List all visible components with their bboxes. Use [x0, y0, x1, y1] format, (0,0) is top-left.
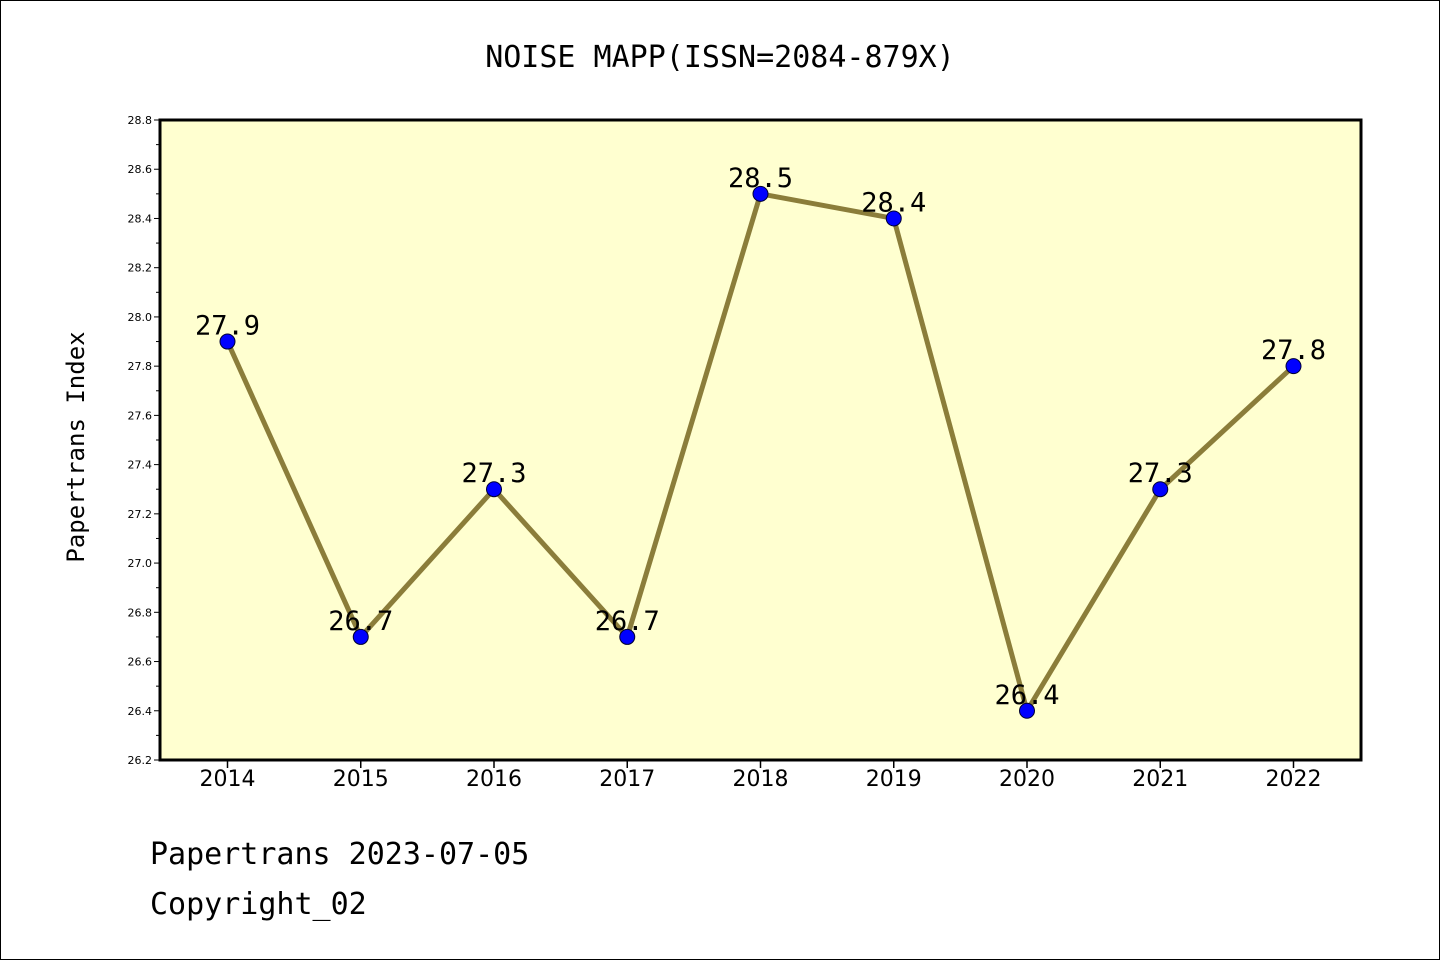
y-tick-label: 27.4: [128, 459, 153, 472]
data-label: 27.8: [1261, 335, 1326, 366]
x-tick-label: 2019: [866, 767, 922, 792]
x-tick-label: 2014: [200, 767, 256, 792]
data-point: [885, 210, 902, 227]
data-point: [352, 628, 369, 645]
x-axis: 2014 2015 2016 2017 2018 2019 2020 2021 2022: [200, 760, 1322, 792]
y-tick-label: 27.0: [128, 557, 153, 570]
y-tick-label: 27.8: [128, 360, 153, 373]
series-line-group: 27.9 26.7 27.3 26.7 28.5 28.4 26.4 27.3 27.8: [195, 163, 1326, 719]
data-label: 27.3: [461, 458, 526, 489]
data-label: 26.7: [595, 606, 660, 637]
data-point: [219, 333, 236, 350]
data-label: 26.7: [328, 606, 393, 637]
data-label: 28.5: [728, 163, 793, 194]
data-point: [1285, 358, 1302, 375]
data-point: [752, 185, 769, 202]
y-tick-label: 28.0: [128, 311, 153, 324]
y-tick-label: 27.2: [128, 508, 153, 521]
data-point: [619, 628, 636, 645]
data-point: [1019, 702, 1035, 719]
y-tick-label: 28.2: [128, 262, 153, 275]
data-label: 27.9: [195, 311, 260, 342]
plot-area: [158, 118, 1363, 762]
x-tick-label: 2018: [733, 767, 789, 792]
y-tick-label: 28.8: [128, 114, 153, 127]
data-label: 26.4: [994, 680, 1059, 711]
y-tick-label: 26.6: [128, 656, 153, 669]
data-point: [1152, 481, 1169, 498]
x-tick-label: 2021: [1132, 767, 1188, 792]
y-axis: 26.2 26.4 26.6 26.8 27.0 27.2 27.4 27.6 27.8 28.0…: [128, 114, 160, 767]
data-label: 27.3: [1128, 458, 1193, 489]
x-tick-label: 2015: [333, 767, 389, 792]
data-label: 28.4: [861, 187, 926, 218]
y-axis-label: Papertrans Index: [62, 331, 90, 562]
y-tick-label: 28.4: [128, 212, 153, 225]
y-tick-label: 27.6: [128, 409, 153, 422]
chart-title: NOISE MAPP(ISSN=2084-879X): [485, 40, 955, 75]
x-tick-label: 2022: [1266, 767, 1322, 792]
y-tick-label: 26.2: [128, 754, 153, 767]
footer-date: Papertrans 2023-07-05: [150, 837, 529, 872]
x-tick-label: 2016: [466, 767, 522, 792]
footer-copyright: Copyright_02: [150, 887, 367, 922]
y-tick-label: 28.6: [128, 163, 153, 176]
y-tick-label: 26.8: [128, 606, 153, 619]
y-tick-label: 26.4: [128, 705, 153, 718]
x-tick-label: 2017: [599, 767, 655, 792]
data-point: [486, 481, 502, 498]
x-tick-label: 2020: [999, 767, 1055, 792]
